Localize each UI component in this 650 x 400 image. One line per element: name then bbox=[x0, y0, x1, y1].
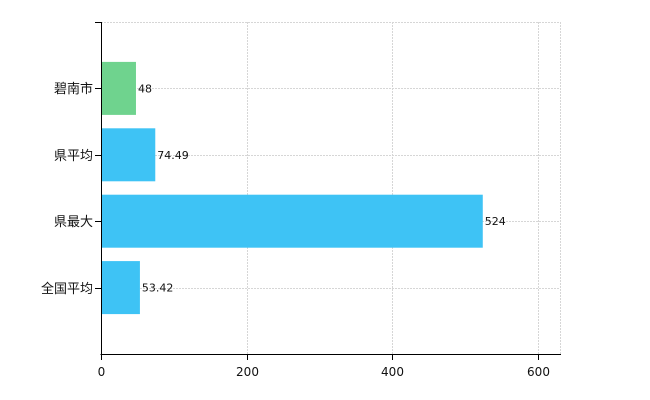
bar-value-label: 74.49 bbox=[157, 149, 189, 162]
x-tick-label: 600 bbox=[527, 365, 550, 379]
y-category-label: 県最大 bbox=[54, 215, 93, 230]
bar bbox=[102, 261, 140, 315]
bar-value-label: 53.42 bbox=[142, 282, 174, 295]
bar-value-label: 524 bbox=[485, 215, 506, 228]
bar-layer bbox=[102, 61, 483, 315]
axis-layer bbox=[95, 22, 561, 360]
bar bbox=[102, 194, 483, 248]
bar bbox=[102, 128, 156, 182]
y-category-label: 碧南市 bbox=[54, 81, 93, 97]
y-category-label: 全国平均 bbox=[41, 281, 93, 297]
y-category-label: 県平均 bbox=[54, 149, 93, 164]
bar bbox=[102, 61, 136, 115]
grid-layer bbox=[101, 22, 561, 354]
x-tick-label: 0 bbox=[98, 365, 106, 379]
x-tick-label: 400 bbox=[381, 365, 404, 379]
x-tick-label: 200 bbox=[236, 365, 259, 379]
bar-value-label: 48 bbox=[138, 82, 152, 95]
